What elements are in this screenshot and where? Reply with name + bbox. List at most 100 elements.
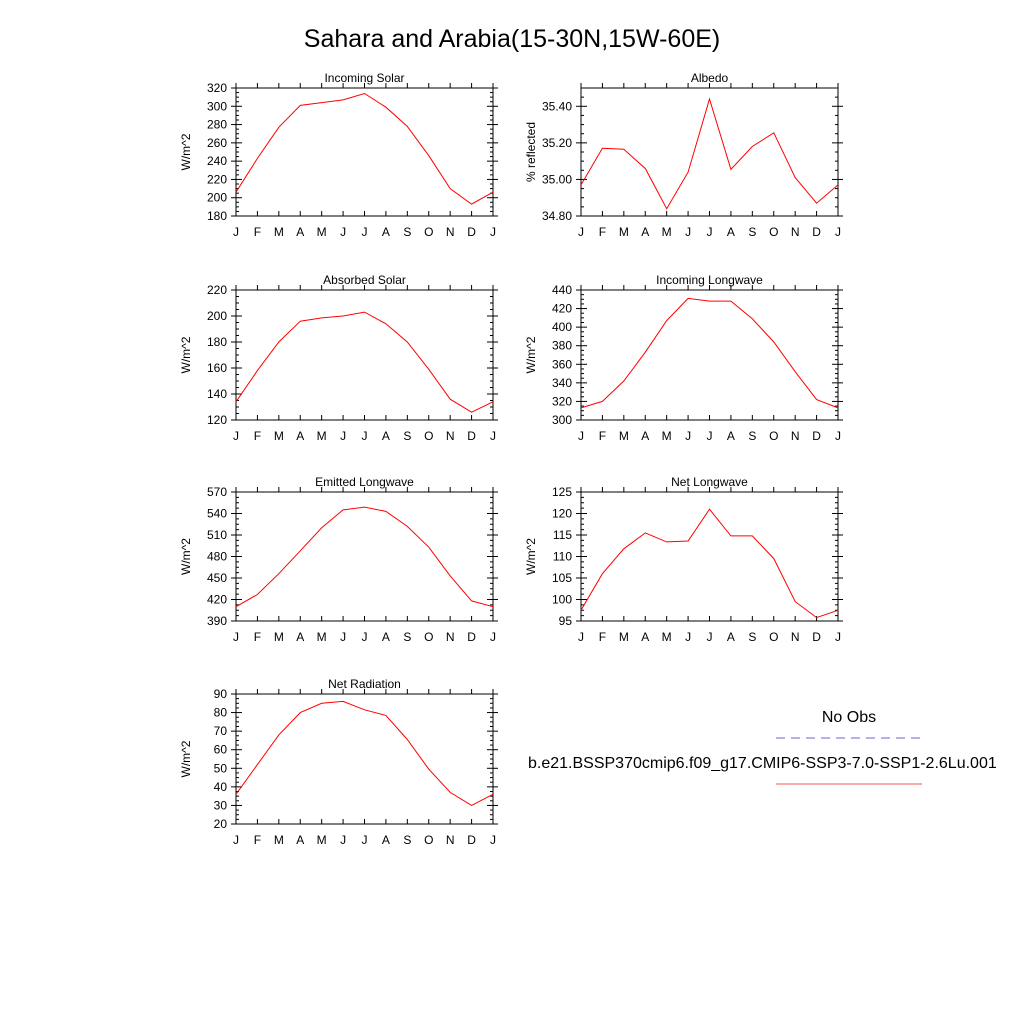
chart-6-ytick-label: 40 [214, 780, 228, 794]
chart-6-xtick-label: D [467, 833, 476, 847]
chart-6-xtick-label: J [362, 833, 368, 847]
chart-6-xtick-label: M [274, 833, 284, 847]
chart-3-xtick-label: A [641, 429, 649, 443]
chart-0-xtick-label: F [254, 225, 261, 239]
chart-6-ytick-label: 70 [214, 724, 228, 738]
chart-6-ytick-label: 60 [214, 743, 228, 757]
chart-3-xtick-label: J [835, 429, 841, 443]
chart-5-ytick-label: 110 [553, 550, 572, 564]
chart-5-xtick-label: M [662, 630, 672, 644]
chart-6-xtick-label: N [446, 833, 455, 847]
chart-4-ytick-label: 420 [207, 593, 227, 607]
chart-5-xtick-label: A [641, 630, 649, 644]
chart-4-ytick-label: 570 [207, 485, 227, 499]
chart-2-ylabel: W/m^2 [179, 336, 193, 373]
chart-0-ytick-label: 200 [207, 191, 227, 205]
chart-5-ytick-label: 105 [552, 571, 572, 585]
chart-0-xtick-label: S [403, 225, 411, 239]
chart-1-xtick-label: J [835, 225, 841, 239]
chart-0-xtick-label: M [317, 225, 327, 239]
chart-6-xtick-label: A [382, 833, 390, 847]
chart-3-xtick-label: O [769, 429, 778, 443]
chart-0-ytick-label: 280 [207, 118, 227, 132]
chart-5-xtick-label: M [619, 630, 629, 644]
chart-2-xtick-label: M [274, 429, 284, 443]
chart-5-ytick-label: 100 [552, 593, 572, 607]
chart-4-ytick-label: 510 [207, 528, 227, 542]
chart-1-ylabel: % reflected [524, 122, 538, 182]
chart-3-xtick-label: F [599, 429, 606, 443]
chart-2-ytick-label: 160 [207, 361, 227, 375]
chart-2-xtick-label: J [233, 429, 239, 443]
chart-3-ytick-label: 340 [552, 376, 572, 390]
chart-0-xtick-label: A [296, 225, 304, 239]
chart-2-series-line [235, 311, 494, 413]
chart-4-xtick-label: A [296, 630, 304, 644]
chart-6-ylabel: W/m^2 [179, 740, 193, 777]
chart-2-title: Absorbed Solar [323, 273, 406, 287]
chart-5-ytick-label: 120 [552, 507, 572, 521]
chart-2-xtick-label: A [296, 429, 304, 443]
chart-5-frame [580, 491, 839, 622]
chart-3-xtick-label: A [727, 429, 735, 443]
chart-4-ylabel: W/m^2 [179, 538, 193, 575]
chart-4-frame [235, 491, 494, 622]
chart-4-xtick-label: J [362, 630, 368, 644]
chart-1-xtick-label: D [812, 225, 821, 239]
chart-6-series-line [235, 700, 494, 806]
figure-title: Sahara and Arabia(15-30N,15W-60E) [304, 25, 720, 53]
chart-1-xtick-label: J [707, 225, 713, 239]
chart-4-xtick-label: O [424, 630, 433, 644]
chart-0-xtick-label: M [274, 225, 284, 239]
chart-2-ytick-label: 180 [207, 335, 227, 349]
chart-0-xtick-label: J [362, 225, 368, 239]
chart-1-xtick-label: N [791, 225, 800, 239]
chart-5-xtick-label: N [791, 630, 800, 644]
chart-5-xtick-label: J [578, 630, 584, 644]
chart-5-xtick-label: D [812, 630, 821, 644]
chart-3-ytick-label: 440 [552, 283, 572, 297]
chart-3-title: Incoming Longwave [656, 273, 763, 287]
chart-4-xtick-label: J [490, 630, 496, 644]
chart-1-xtick-label: O [769, 225, 778, 239]
chart-4-ytick-label: 480 [207, 550, 227, 564]
chart-3-ytick-label: 380 [552, 339, 572, 353]
chart-2-xtick-label: A [382, 429, 390, 443]
chart-2-xtick-label: J [362, 429, 368, 443]
chart-3-ytick-label: 420 [552, 302, 572, 316]
chart-2-xtick-label: O [424, 429, 433, 443]
chart-1-frame [580, 87, 839, 217]
chart-3-xtick-label: S [748, 429, 756, 443]
chart-4-ytick-label: 390 [207, 614, 227, 628]
chart-3-series-line [580, 297, 839, 409]
chart-0-ytick-label: 320 [207, 81, 227, 95]
chart-4-xtick-label: J [340, 630, 346, 644]
chart-2-xtick-label: J [340, 429, 346, 443]
chart-3-xtick-label: J [578, 429, 584, 443]
chart-3-frame [580, 289, 839, 421]
chart-2-xtick-label: D [467, 429, 476, 443]
chart-4-xtick-label: J [233, 630, 239, 644]
chart-4-xtick-label: N [446, 630, 455, 644]
chart-0-xtick-label: O [424, 225, 433, 239]
chart-1-xtick-label: F [599, 225, 606, 239]
chart-0-xtick-label: J [233, 225, 239, 239]
chart-5-xtick-label: A [727, 630, 735, 644]
chart-2-xtick-label: J [490, 429, 496, 443]
chart-0-ytick-label: 240 [207, 154, 227, 168]
chart-1-title: Albedo [691, 71, 729, 85]
chart-6-xtick-label: A [296, 833, 304, 847]
chart-4-xtick-label: D [467, 630, 476, 644]
chart-0-xtick-label: D [467, 225, 476, 239]
chart-1-xtick-label: M [662, 225, 672, 239]
chart-4-series-line [235, 506, 494, 608]
chart-6-xtick-label: J [233, 833, 239, 847]
chart-0-ytick-label: 180 [207, 209, 227, 223]
chart-0-ylabel: W/m^2 [179, 133, 193, 170]
chart-1-xtick-label: M [619, 225, 629, 239]
chart-1-xtick-label: J [685, 225, 691, 239]
